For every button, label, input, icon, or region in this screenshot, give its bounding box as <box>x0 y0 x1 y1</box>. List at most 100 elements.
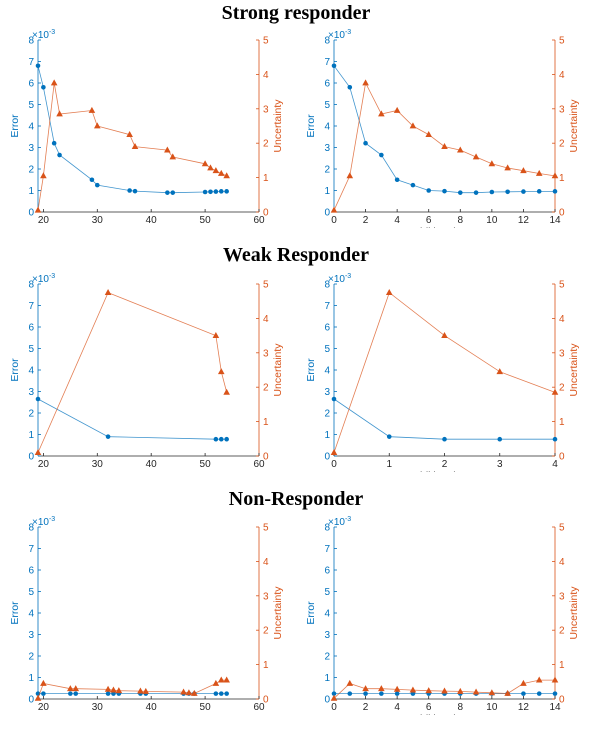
y-tick-label: 2 <box>28 165 34 176</box>
uncertainty-point <box>385 289 393 295</box>
x-axis-label: Days <box>137 713 161 715</box>
error-point <box>521 189 526 194</box>
error-point <box>105 434 111 439</box>
y2-axis-label: Uncertainty <box>568 343 580 397</box>
x-tick-label: 12 <box>518 215 530 226</box>
y2-tick-label: 0 <box>559 208 565 219</box>
error-point <box>497 436 503 442</box>
x-tick-label: 12 <box>518 702 530 713</box>
uncertainty-point <box>40 679 47 686</box>
error-point <box>224 691 229 696</box>
y-tick-label: 0 <box>324 208 330 219</box>
error-point <box>68 691 73 696</box>
uncertainty-point <box>346 679 354 686</box>
x-tick-label: 60 <box>253 215 265 226</box>
y-tick-label: 3 <box>324 143 330 154</box>
x-tick-label: 10 <box>486 702 498 713</box>
y2-tick-label: 4 <box>263 70 269 81</box>
x-tick-label: 30 <box>92 702 104 713</box>
y-tick-label: 7 <box>324 544 330 555</box>
y-tick-label: 8 <box>28 523 34 534</box>
uncertainty-point <box>441 332 448 338</box>
error-point <box>386 434 392 439</box>
uncertainty-point <box>441 143 448 150</box>
uncertainty-point <box>330 448 338 455</box>
y2-tick-label: 4 <box>263 557 269 568</box>
uncertainty-point <box>217 169 225 176</box>
uncertainty-point <box>223 388 230 395</box>
uncertainty-point <box>164 146 171 153</box>
uncertainty-point <box>393 106 401 113</box>
x-tick-label: 4 <box>552 459 558 470</box>
x-tick-label: 40 <box>146 459 158 470</box>
x-tick-label: 60 <box>253 702 265 713</box>
y2-tick-label: 5 <box>559 36 565 47</box>
uncertainty-point <box>378 685 385 692</box>
x-tick-label: 2 <box>363 702 369 713</box>
y2-tick-label: 4 <box>559 314 565 325</box>
error-point <box>347 85 353 90</box>
error-point <box>394 177 400 183</box>
y2-tick-label: 0 <box>559 695 565 706</box>
x-tick-label: 50 <box>200 215 212 226</box>
error-point <box>35 63 41 69</box>
y2-tick-label: 3 <box>559 104 565 115</box>
y-tick-label: 8 <box>28 36 34 47</box>
y-exponent-label: ×10-3 <box>32 516 55 528</box>
y-tick-label: 3 <box>324 630 330 641</box>
y-tick-label: 4 <box>324 609 330 620</box>
uncertainty-point <box>362 79 369 86</box>
uncertainty-point <box>488 689 496 696</box>
x-tick-label: 2 <box>442 459 448 470</box>
x-tick-label: 14 <box>549 215 561 226</box>
uncertainty-point <box>137 687 144 694</box>
y-axis-label: Error <box>9 358 21 382</box>
uncertainty-point <box>131 143 139 150</box>
y-tick-label: 6 <box>324 79 330 90</box>
uncertainty-point <box>504 164 511 171</box>
error-point <box>347 691 353 696</box>
error-point <box>202 189 208 195</box>
y2-tick-label: 3 <box>263 348 269 359</box>
uncertainty-point <box>217 676 225 683</box>
y-tick-label: 1 <box>324 430 330 441</box>
x-tick-label: 0 <box>331 215 337 226</box>
y-axis-label: Error <box>9 114 21 138</box>
error-point <box>521 691 526 696</box>
x-tick-label: 3 <box>497 459 503 470</box>
error-point <box>552 691 558 696</box>
y-tick-label: 3 <box>28 143 34 154</box>
x-tick-label: 6 <box>426 215 432 226</box>
error-point <box>127 188 132 193</box>
uncertainty-point <box>409 122 417 129</box>
error-point <box>457 190 463 195</box>
y2-tick-label: 2 <box>559 139 565 150</box>
y2-tick-label: 5 <box>559 523 565 534</box>
error-point <box>218 436 224 442</box>
error-point <box>170 190 176 195</box>
uncertainty-point <box>126 131 133 137</box>
y2-tick-label: 1 <box>263 660 269 671</box>
y-tick-label: 1 <box>28 673 34 684</box>
error-point <box>442 188 447 194</box>
uncertainty-point <box>456 146 464 153</box>
uncertainty-point <box>330 694 338 701</box>
y-tick-label: 7 <box>324 301 330 312</box>
x-tick-label: 20 <box>38 215 50 226</box>
error-point <box>218 189 224 194</box>
uncertainty-point <box>169 153 177 160</box>
y-tick-label: 7 <box>28 544 34 555</box>
y-tick-label: 5 <box>28 344 34 355</box>
uncertainty-point <box>191 689 198 696</box>
x-tick-label: 50 <box>200 702 212 713</box>
error-point <box>73 691 79 696</box>
x-tick-label: 60 <box>253 459 265 470</box>
error-series-line <box>37 398 227 440</box>
y2-tick-label: 1 <box>559 660 565 671</box>
uncertainty-point <box>180 688 187 695</box>
error-point <box>363 140 368 146</box>
error-point <box>331 63 337 69</box>
uncertainty-point <box>212 167 220 174</box>
x-tick-label: 6 <box>426 702 432 713</box>
